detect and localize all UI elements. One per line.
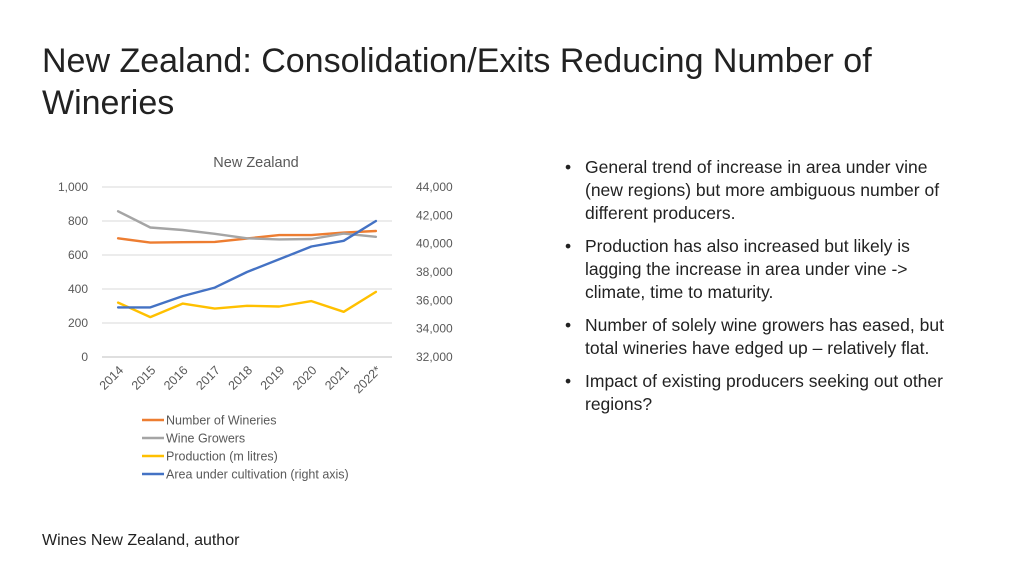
- x-axis-tick-label: 2019: [258, 363, 288, 393]
- series-line-area-under-cultivation-right-axis: [116, 219, 378, 309]
- bullet-text: General trend of increase in area under …: [585, 157, 940, 223]
- left-axis-tick-label: 800: [68, 214, 88, 228]
- left-axis-tick-label: 600: [68, 248, 88, 262]
- right-axis-tick-label: 32,000: [416, 350, 453, 364]
- slide-title: New Zealand: Consolidation/Exits Reducin…: [42, 42, 872, 122]
- gridlines: [102, 186, 392, 358]
- left-axis-tick-label: 200: [68, 316, 88, 330]
- x-axis-tick-label: 2014: [97, 363, 127, 393]
- chart-title: New Zealand: [213, 155, 298, 171]
- bullet-dot: •: [565, 371, 572, 391]
- bullet-item: • Production has also increased but likel…: [565, 235, 965, 304]
- right-axis-tick-label: 42,000: [416, 208, 453, 222]
- series-line-wine-growers: [116, 210, 378, 241]
- right-axis-tick-label: 38,000: [416, 265, 453, 279]
- right-axis-tick-label: 44,000: [416, 180, 453, 194]
- series-line-production-m-litres: [116, 290, 378, 319]
- x-axis-tick-label: 2020: [290, 363, 320, 393]
- bullet-dot: •: [565, 315, 572, 335]
- bullet-text: Number of solely wine growers has eased,…: [585, 315, 944, 358]
- legend-label: Number of Wineries: [166, 414, 276, 428]
- bullet-dot: •: [565, 157, 572, 177]
- bullet-dot: •: [565, 236, 572, 256]
- left-axis-tick-label: 0: [81, 350, 88, 364]
- right-axis-tick-label: 40,000: [416, 237, 453, 251]
- x-axis-tick-label: 2015: [129, 363, 159, 393]
- legend-label: Wine Growers: [166, 432, 245, 446]
- chart: New Zealand 0 200 400 600 800 1,000 32,000 34,…: [40, 145, 480, 495]
- left-axis-tick-label: 1,000: [58, 180, 88, 194]
- left-axis-tick-labels: 0 200 400 600 800 1,000: [58, 180, 88, 364]
- x-axis-tick-label: 2022*: [351, 363, 384, 396]
- x-axis-tick-label: 2016: [161, 363, 191, 393]
- bullet-item: • Number of solely wine growers has eased…: [565, 314, 965, 360]
- right-axis-tick-label: 34,000: [416, 322, 453, 336]
- bullet-item: • General trend of increase in area under…: [565, 156, 965, 225]
- bullet-list: • General trend of increase in area under…: [565, 156, 965, 426]
- bullet-text: Impact of existing producers seeking out…: [585, 371, 943, 414]
- left-axis-tick-label: 400: [68, 282, 88, 296]
- right-axis-tick-label: 36,000: [416, 293, 453, 307]
- bullet-text: Production has also increased but likely…: [585, 236, 910, 302]
- source-note: Wines New Zealand, author: [42, 532, 240, 549]
- legend: Number of Wineries Wine Growers Production…: [142, 414, 349, 482]
- chart-svg: New Zealand 0 200 400 600 800 1,000 32,000 34,…: [58, 155, 453, 482]
- legend-label: Area under cultivation (right axis): [166, 468, 349, 482]
- legend-label: Production (m litres): [166, 450, 278, 464]
- x-axis-tick-labels: 2014 2015 2016 2017 2018 2019 2020 2021 2022*: [97, 363, 384, 396]
- x-axis-tick-label: 2018: [226, 363, 256, 393]
- right-axis-tick-labels: 32,000 34,000 36,000 38,000 40,000 42,000 44,0…: [416, 180, 453, 364]
- x-axis-tick-label: 2021: [322, 363, 352, 393]
- series-lines: [116, 210, 378, 319]
- bullet-item: • Impact of existing producers seeking ou…: [565, 370, 965, 416]
- x-axis-tick-label: 2017: [193, 363, 223, 393]
